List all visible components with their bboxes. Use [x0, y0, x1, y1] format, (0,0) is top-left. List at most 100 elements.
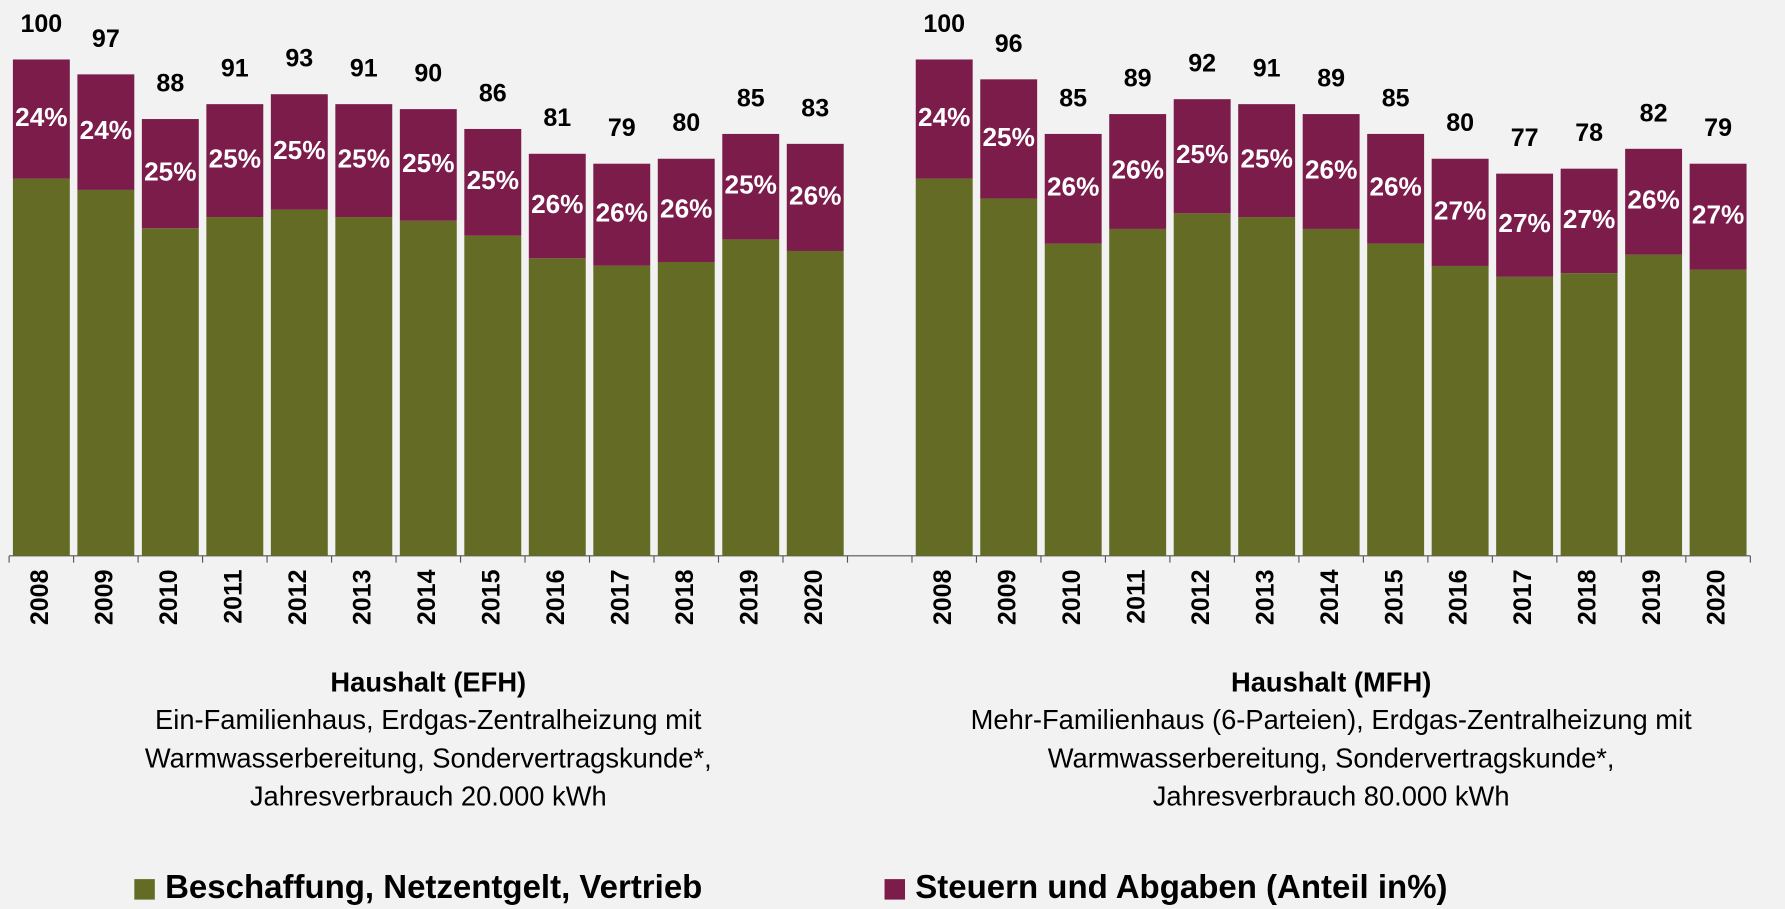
- data-label: 26%: [1369, 172, 1421, 202]
- x-tick-label: 2008: [929, 569, 957, 625]
- bar-segment: [528, 153, 586, 259]
- bar-segment: [141, 228, 199, 556]
- bar-segment: [915, 59, 973, 179]
- panel-subtitle: Jahresverbrauch 80.000 kWh: [1153, 781, 1510, 812]
- data-label: 25%: [1240, 144, 1292, 174]
- bar-segment: [1560, 168, 1618, 274]
- bar-segment: [1109, 114, 1167, 229]
- bar-segment: [1302, 114, 1360, 229]
- x-tick-label: 2019: [735, 569, 763, 625]
- data-label: 96: [995, 30, 1023, 58]
- data-label: 80: [1446, 109, 1474, 137]
- panel-subtitle: Warmwasserbereitung, Sondervertragskunde…: [145, 742, 712, 773]
- panel-title: Haushalt (MFH): [1231, 667, 1431, 698]
- bar-segment: [1367, 133, 1425, 244]
- legend-item: Steuern und Abgaben (Anteil in%): [884, 868, 1448, 905]
- data-label: 27%: [1434, 195, 1486, 225]
- data-label: 85: [737, 84, 765, 112]
- x-tick-label: 2008: [26, 569, 54, 625]
- data-label: 86: [479, 79, 507, 107]
- data-label: 25%: [144, 157, 196, 187]
- bar-segment: [528, 258, 586, 556]
- x-tick-label: 2015: [1380, 569, 1408, 625]
- data-label: 24%: [80, 115, 132, 145]
- x-tick-label: 2014: [1316, 569, 1344, 625]
- x-tick-label: 2012: [1187, 569, 1215, 625]
- data-label: 26%: [1305, 154, 1357, 184]
- bar-segment: [1689, 163, 1747, 270]
- bar-segment: [722, 239, 780, 556]
- data-label: 26%: [1627, 185, 1679, 215]
- data-label: 25%: [402, 148, 454, 178]
- bar-segment: [1044, 243, 1102, 556]
- bar-segment: [1367, 243, 1425, 556]
- x-tick-label: 2011: [1122, 569, 1150, 623]
- x-tick-label: 2013: [348, 569, 376, 625]
- x-tick-label: 2016: [542, 569, 570, 625]
- bar-segment: [1109, 228, 1167, 556]
- bar-segment: [77, 189, 135, 556]
- data-label: 27%: [1692, 200, 1744, 230]
- data-label: 93: [285, 45, 313, 73]
- x-tick-label: 2013: [1251, 569, 1279, 625]
- bar-segment: [915, 178, 973, 556]
- data-label: 89: [1317, 65, 1345, 93]
- data-label: 89: [1124, 65, 1152, 93]
- x-tick-label: 2017: [606, 569, 634, 625]
- data-label: 27%: [1563, 204, 1615, 234]
- data-label: 25%: [1176, 139, 1228, 169]
- data-label: 91: [221, 55, 249, 83]
- data-label: 78: [1575, 119, 1603, 147]
- data-label: 26%: [660, 193, 712, 223]
- bar-segment: [1496, 173, 1554, 277]
- bar-segment: [980, 79, 1038, 199]
- data-label: 92: [1188, 50, 1216, 78]
- data-label: 83: [801, 94, 829, 122]
- legend-label: Steuern und Abgaben (Anteil in%): [915, 868, 1447, 905]
- legend-label: Beschaffung, Netzentgelt, Vertrieb: [165, 868, 702, 905]
- data-label: 100: [923, 10, 965, 38]
- bar-segment: [206, 104, 264, 218]
- bar-segment: [1173, 99, 1231, 214]
- data-label: 100: [20, 10, 62, 38]
- bar-segment: [980, 198, 1038, 556]
- x-tick-label: 2016: [1445, 569, 1473, 625]
- x-tick-label: 2015: [477, 569, 505, 625]
- data-label: 25%: [725, 170, 777, 200]
- bar-segment: [786, 143, 844, 251]
- x-tick-label: 2018: [1574, 569, 1602, 625]
- data-label: 25%: [338, 144, 390, 174]
- bar-segment: [786, 250, 844, 556]
- panel-subtitle: Warmwasserbereitung, Sondervertragskunde…: [1048, 742, 1615, 773]
- data-label: 25%: [983, 122, 1035, 152]
- data-label: 25%: [273, 135, 325, 165]
- x-tick-label: 2009: [993, 569, 1021, 625]
- bar-segment: [722, 133, 780, 240]
- bar-segment: [657, 158, 715, 262]
- bar-segment: [12, 178, 70, 556]
- bar-segment: [1044, 133, 1102, 244]
- bar-segment: [399, 109, 457, 221]
- x-tick-label: 2010: [1058, 569, 1086, 625]
- data-label: 97: [92, 25, 120, 53]
- bar-segment: [1173, 213, 1231, 556]
- bar-segment: [141, 119, 199, 229]
- bar-segment: [1431, 265, 1489, 556]
- data-label: 91: [350, 55, 378, 83]
- data-label: 85: [1059, 84, 1087, 112]
- bar-segment: [593, 163, 651, 266]
- x-tick-label: 2020: [800, 569, 828, 625]
- data-label: 26%: [1111, 154, 1163, 184]
- bar-segment: [12, 59, 70, 179]
- legend-item: Beschaffung, Netzentgelt, Vertrieb: [134, 868, 702, 905]
- x-tick-label: 2012: [284, 569, 312, 625]
- bar-segment: [1431, 158, 1489, 266]
- bar-segment: [593, 265, 651, 556]
- data-label: 24%: [15, 102, 67, 132]
- data-label: 88: [156, 69, 184, 97]
- bar-segment: [206, 217, 264, 556]
- bar-segment: [1496, 276, 1554, 556]
- bar-segment: [1238, 217, 1296, 556]
- bar-segment: [399, 220, 457, 556]
